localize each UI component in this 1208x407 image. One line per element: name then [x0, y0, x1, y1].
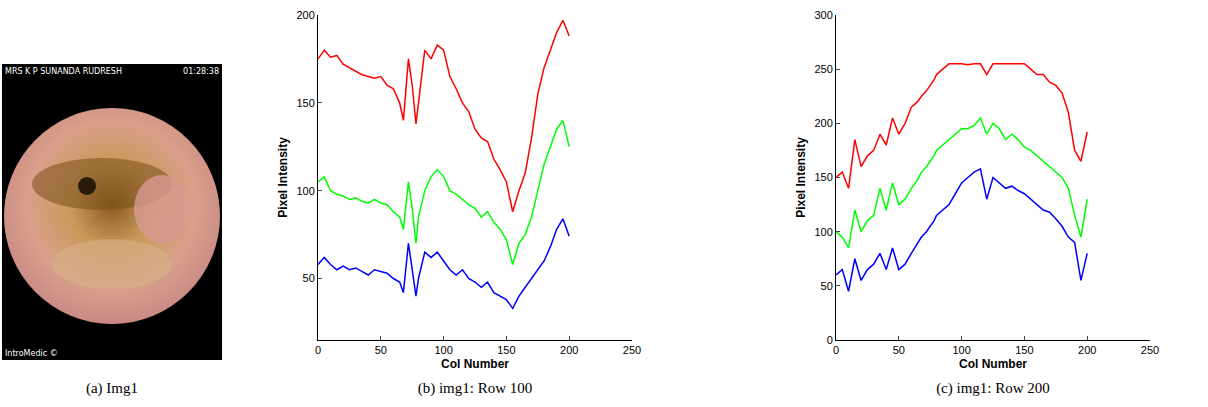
svg-text:150: 150 [1015, 344, 1033, 356]
svg-text:150: 150 [814, 171, 832, 183]
svg-text:100: 100 [814, 226, 832, 238]
html-text:(c) img1: Row 200: (c) img1: Row 200 [936, 380, 1050, 396]
svg-text:200: 200 [814, 117, 832, 129]
svg-text:0: 0 [833, 344, 839, 356]
svg-text:300: 300 [814, 9, 832, 21]
svg-text:50: 50 [893, 344, 905, 356]
svg-text:200: 200 [1078, 344, 1096, 356]
svg-text:Pixel Intensity: Pixel Intensity [276, 137, 290, 218]
svg-text:Col Number: Col Number [959, 357, 1027, 371]
svg-text:250: 250 [623, 344, 641, 356]
svg-text:50: 50 [375, 344, 387, 356]
svg-text:50: 50 [821, 280, 833, 292]
svg-text:50: 50 [303, 272, 315, 284]
svg-text:200: 200 [296, 9, 314, 21]
svg-text:100: 100 [952, 344, 970, 356]
svg-text:IntroMedic ©: IntroMedic © [5, 349, 58, 358]
svg-text:250: 250 [1141, 344, 1159, 356]
html-text:(b) img1: Row 100: (b) img1: Row 100 [417, 380, 533, 396]
svg-text:150: 150 [296, 97, 314, 109]
svg-text:250: 250 [814, 63, 832, 75]
svg-text:Col Number: Col Number [441, 357, 509, 371]
svg-text:100: 100 [434, 344, 452, 356]
svg-text:200: 200 [560, 344, 578, 356]
svg-text:0: 0 [315, 344, 321, 356]
html-text:(a) Img1: (a) Img1 [86, 380, 138, 396]
svg-text:Pixel Intensity: Pixel Intensity [794, 137, 808, 218]
svg-text:100: 100 [296, 185, 314, 197]
svg-text:0: 0 [827, 334, 833, 346]
svg-text:150: 150 [497, 344, 515, 356]
svg-text:01:28:38: 01:28:38 [183, 67, 219, 76]
svg-text:MRS K P SUNANDA RUDRESH: MRS K P SUNANDA RUDRESH [5, 67, 122, 76]
